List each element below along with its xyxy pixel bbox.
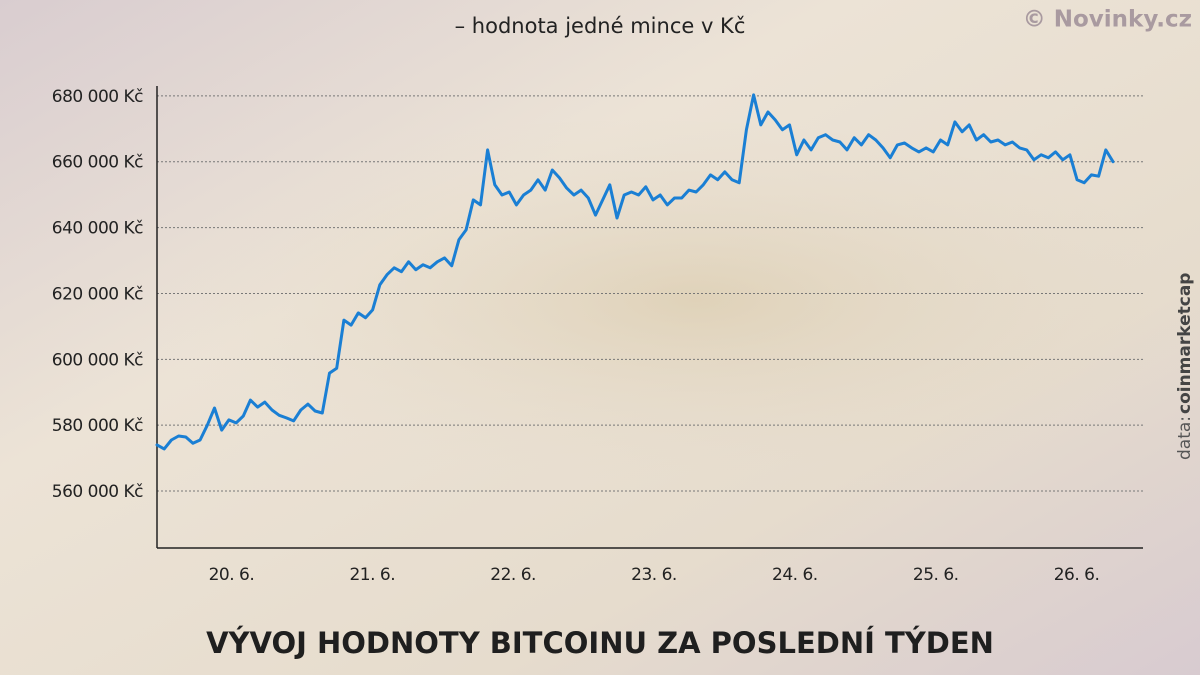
y-tick-label: 560 000 Kč: [52, 482, 143, 502]
x-tick-label: 21. 6.: [349, 565, 395, 585]
x-tick-label: 24. 6.: [772, 565, 818, 585]
x-tick-label: 26. 6.: [1054, 565, 1100, 585]
source-prefix: data:: [1175, 416, 1195, 460]
x-tick-label: 20. 6.: [209, 565, 255, 585]
y-tick-label: 660 000 Kč: [52, 153, 143, 173]
credit: © Novinky.cz: [1023, 7, 1192, 33]
background-coin: [80, 120, 1200, 520]
chart-title: VÝVOJ HODNOTY BITCOINU ZA POSLEDNÍ TÝDEN: [206, 626, 994, 660]
chart-subtitle: – hodnota jedné mince v Kč: [455, 14, 746, 38]
y-tick-label: 620 000 Kč: [52, 284, 143, 304]
x-tick-label: 23. 6.: [631, 565, 677, 585]
line-series: [155, 93, 1115, 451]
source: coinmarketcap: [1175, 273, 1195, 414]
y-tick-label: 640 000 Kč: [52, 219, 143, 239]
x-tick-label: 22. 6.: [490, 565, 536, 585]
y-tick-label: 580 000 Kč: [52, 416, 143, 436]
y-tick-label: 680 000 Kč: [52, 87, 143, 107]
plot: 560 000 Kč 580 000 Kč 600 000 Kč 620 000 Kč…: [52, 86, 1143, 585]
y-tick-label: 600 000 Kč: [52, 350, 143, 370]
source-group: data: coinmarketcap: [1175, 273, 1195, 460]
x-tick-label: 25. 6.: [913, 565, 959, 585]
